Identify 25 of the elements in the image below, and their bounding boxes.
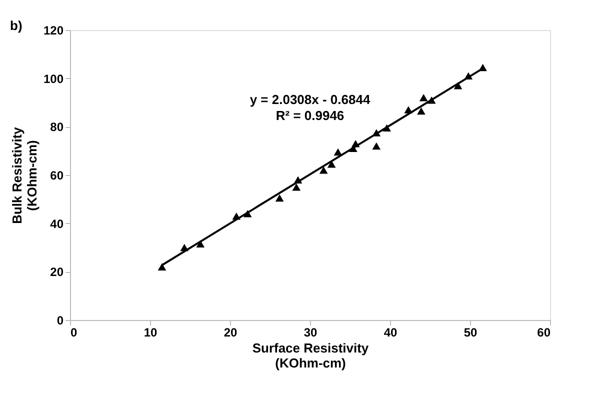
x-tick-label: 40: [384, 326, 398, 340]
y-axis-title: Bulk Resistivity (KOhm-cm): [9, 126, 40, 224]
x-tick-label: 60: [537, 326, 551, 340]
point: [419, 94, 428, 102]
x-axis-title: Surface Resistivity (KOhm-cm): [252, 340, 370, 370]
annotation: y = 2.0308x - 0.6844 R² = 0.9946: [250, 92, 371, 123]
x-tick-label: 20: [224, 326, 238, 340]
point: [158, 263, 166, 270]
y-tick-label: 80: [50, 120, 64, 134]
y-tick-label: 120: [43, 24, 64, 38]
point: [417, 107, 426, 115]
x-tick-label: 10: [144, 326, 158, 340]
point: [275, 194, 284, 202]
x-tick-label: 30: [304, 326, 318, 340]
text: b): [10, 18, 22, 33]
y-tick-label: 0: [56, 314, 64, 328]
point: [319, 166, 328, 174]
point: [292, 183, 301, 191]
point: [372, 142, 381, 150]
y-tick-label: 60: [50, 168, 64, 182]
y-tick-label: 100: [43, 72, 64, 86]
y-tick-label: 40: [50, 216, 64, 231]
y-tick-label: 20: [50, 265, 64, 280]
x-tick-label: 0: [70, 326, 78, 340]
x-tick-label: 50: [464, 326, 478, 340]
